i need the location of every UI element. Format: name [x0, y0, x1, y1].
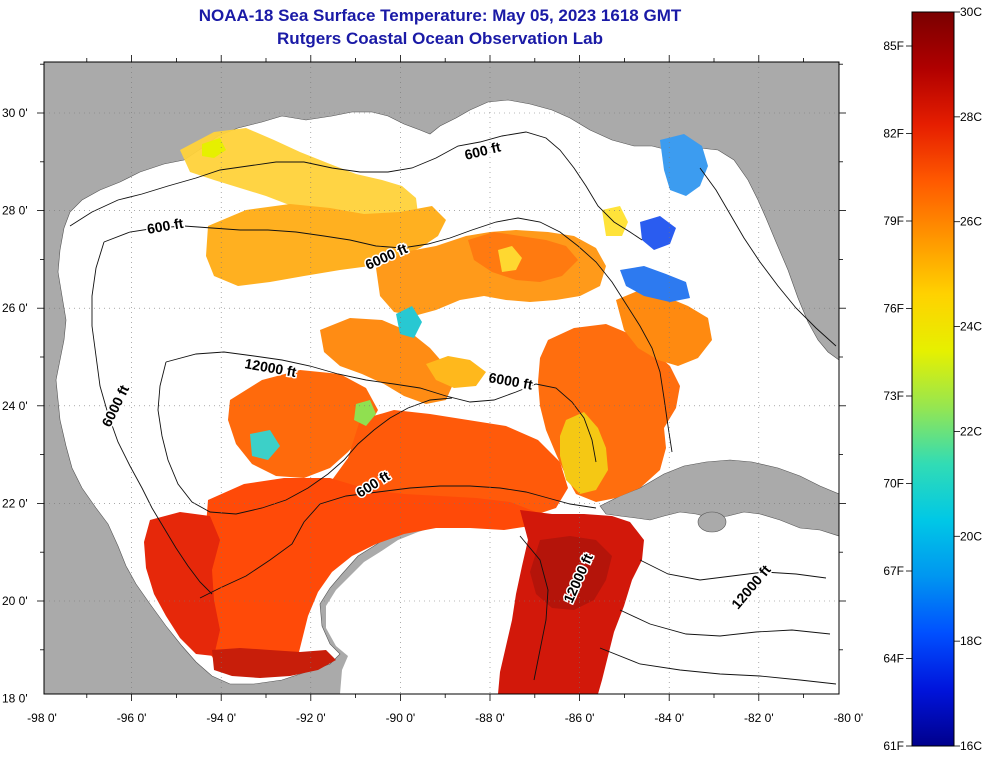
map-subtitle: Rutgers Coastal Ocean Observation Lab: [277, 29, 603, 48]
colorbar-fahrenheit-label: 64F: [883, 652, 904, 666]
contour-12000ft: [165, 351, 597, 463]
colorbar-scale: [911, 11, 955, 747]
latitude-labels: 30 0' 28 0' 26 0' 24 0' 22 0' 20 0' 18 0': [2, 106, 28, 706]
colorbar-fahrenheit-label: 85F: [883, 39, 904, 53]
longitude-tick-label: -84 0': [654, 711, 684, 725]
sst-patches: [144, 128, 712, 694]
latitude-tick-label: 24 0': [2, 399, 28, 413]
colorbar-fahrenheit-label: 82F: [883, 127, 904, 141]
colorbar-celsius-label: 24C: [960, 320, 982, 334]
latitude-tick-label: 20 0': [2, 594, 28, 608]
colorbar-celsius-label: 26C: [960, 215, 982, 229]
map-border: [43, 61, 840, 695]
latitude-tick-label: 18 0': [2, 692, 28, 706]
longitude-tick-label: -94 0': [206, 711, 236, 725]
longitude-labels: -98 0' -96 0' -94 0' -92 0' -90 0' -88 0' -86 …: [27, 711, 863, 725]
colorbar-celsius-label: 22C: [960, 424, 982, 438]
latitude-tick-label: 22 0': [2, 496, 28, 510]
contour-600ft: [69, 131, 643, 241]
contour-caribbean: [519, 535, 837, 685]
longitude-tick-label: -96 0': [117, 711, 147, 725]
bathymetry-contours: [69, 131, 837, 685]
colorbar-celsius-label: 20C: [960, 529, 982, 543]
contour-florida-shelf: [699, 167, 837, 347]
contour-inner-west: [157, 361, 453, 515]
axis-ticks: [37, 55, 846, 701]
longitude-tick-label: -82 0': [744, 711, 774, 725]
latitude-tick-label: 30 0': [2, 106, 28, 120]
longitude-tick-label: -92 0': [296, 711, 326, 725]
colorbar-fahrenheit-labels: 85F 82F 79F 76F 73F 70F 67F 64F 61F: [883, 39, 912, 753]
colorbar-fahrenheit-label: 73F: [883, 389, 904, 403]
isle-of-youth: [697, 511, 727, 533]
longitude-tick-label: -88 0': [475, 711, 505, 725]
colorbar-fahrenheit-label: 79F: [883, 214, 904, 228]
colorbar-fahrenheit-label: 61F: [883, 739, 904, 753]
longitude-tick-label: -98 0': [27, 711, 57, 725]
contour-yucatan-600: [199, 485, 597, 599]
longitude-tick-label: -90 0': [386, 711, 416, 725]
colorbar-fahrenheit-label: 76F: [883, 302, 904, 316]
map-frame: 600 ft 600 ft 6000 ft 12000 ft 6000 ft 6…: [44, 62, 839, 694]
colorbar-celsius-labels: 30C 28C 26C 24C 22C 20C 18C 16C: [954, 5, 982, 753]
colorbar-celsius-label: 28C: [960, 110, 982, 124]
map-title: NOAA-18 Sea Surface Temperature: May 05,…: [198, 6, 682, 25]
colorbar-fahrenheit-label: 70F: [883, 477, 904, 491]
contour-6000ft: [103, 217, 673, 453]
graticule-lines: [44, 62, 839, 694]
longitude-tick-label: -80 0': [834, 711, 864, 725]
longitude-tick-label: -86 0': [565, 711, 595, 725]
colorbar-celsius-label: 16C: [960, 739, 982, 753]
latitude-tick-label: 26 0': [2, 301, 28, 315]
cuba-land: [599, 459, 839, 537]
latitude-tick-label: 28 0': [2, 204, 28, 218]
contour-6000ft-west: [91, 241, 213, 595]
colorbar-fahrenheit-label: 67F: [883, 564, 904, 578]
colorbar-celsius-label: 30C: [960, 5, 982, 19]
colorbar-celsius-label: 18C: [960, 634, 982, 648]
colorbar: 85F 82F 79F 76F 73F 70F 67F 64F 61F 30C 28C 26C 24C…: [883, 5, 982, 753]
